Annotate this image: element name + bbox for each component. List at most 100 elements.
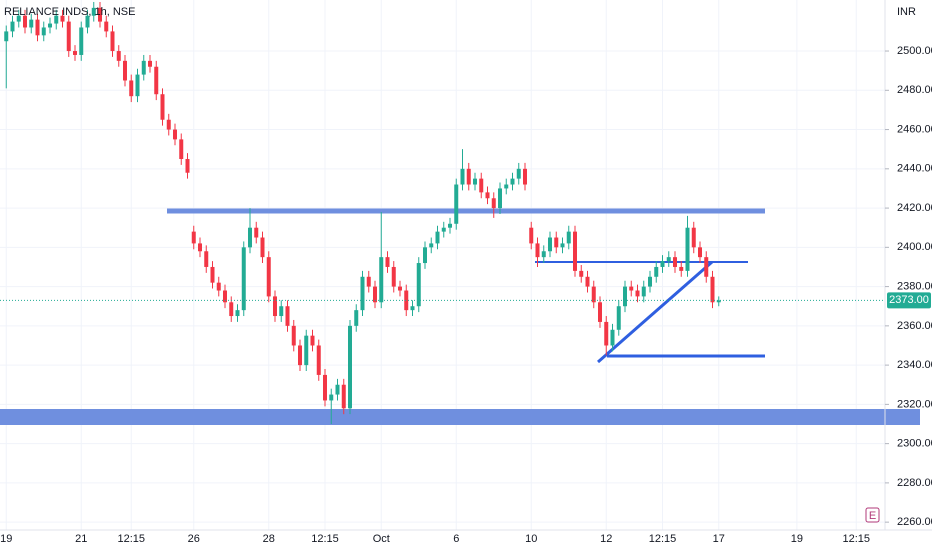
candle-body	[85, 15, 90, 28]
candle-body	[4, 31, 9, 42]
candle-body	[710, 276, 715, 303]
candle-body	[229, 302, 234, 317]
events-icon[interactable]	[865, 507, 880, 523]
candle-body	[110, 31, 115, 52]
x-tick-label: 10	[525, 533, 537, 545]
candle-body	[466, 168, 471, 185]
x-tick-label: 12:15	[117, 533, 145, 545]
candle-body	[410, 306, 415, 311]
candle-body	[260, 237, 265, 258]
candle-body	[241, 247, 246, 311]
x-tick-label: 12:15	[649, 533, 677, 545]
candle-body	[41, 27, 46, 36]
candle-body	[573, 231, 577, 271]
y-tick-label: 2300.00	[897, 438, 932, 450]
candle-body	[473, 178, 477, 185]
candle-body	[323, 374, 327, 401]
candle-body	[629, 286, 634, 291]
candle-body	[360, 276, 365, 311]
y-tick-label: 2340.00	[897, 359, 932, 371]
candle-body	[698, 247, 702, 258]
candle-body	[373, 286, 377, 303]
y-tick-label: 2400.00	[897, 241, 932, 253]
last-price-box	[887, 292, 931, 309]
y-tick-label: 2500.00	[897, 45, 932, 57]
candle-body	[141, 60, 146, 75]
candle-body	[135, 74, 140, 97]
candle-body	[385, 257, 390, 267]
events-icon-glyph[interactable]: E	[869, 510, 876, 522]
candle-body	[491, 198, 496, 209]
candle-body	[504, 184, 509, 189]
candle-body	[310, 335, 315, 346]
candle-body	[579, 270, 584, 277]
candle-body	[23, 15, 27, 28]
x-tick-label: 17	[713, 533, 725, 545]
candle-body	[73, 51, 77, 55]
candle-body	[291, 325, 296, 346]
candle-body	[716, 300, 721, 303]
axes: 2260.00 2280.00 2300.00 2320.00 2340.00 2360.…	[0, 45, 932, 545]
candle-body	[616, 306, 621, 330]
candle-body	[285, 306, 290, 326]
candle-body	[541, 251, 546, 258]
candle-body	[654, 266, 659, 277]
drawings	[0, 208, 920, 425]
candle-body	[10, 21, 15, 32]
candle-body	[304, 335, 309, 366]
candle-body	[516, 168, 521, 179]
y-tick-label: 2320.00	[897, 398, 932, 410]
y-unit: INR	[897, 6, 916, 18]
candle-body	[16, 15, 21, 22]
candle-body	[116, 51, 121, 61]
candle-body	[679, 266, 684, 271]
candle-body	[154, 66, 159, 95]
candle-body	[66, 21, 71, 52]
candle-body	[173, 129, 177, 140]
x-tick-label: 19	[791, 533, 803, 545]
candle-body	[479, 178, 484, 193]
candle-body	[216, 282, 221, 291]
candle-body	[60, 15, 65, 22]
candle-body	[560, 243, 565, 248]
candle-body	[591, 286, 596, 303]
candle-body	[148, 60, 152, 67]
candle-body	[316, 345, 321, 375]
candle-body	[454, 184, 459, 224]
candle-body	[348, 325, 352, 409]
candle-body	[685, 227, 690, 271]
candle-body	[379, 257, 384, 303]
candle-body	[460, 168, 465, 185]
candle-body	[129, 80, 134, 97]
candle-body	[335, 384, 340, 395]
x-tick-label: 12:15	[311, 533, 339, 545]
candle-body	[248, 227, 252, 248]
candle-body	[235, 310, 240, 317]
candle-body	[341, 384, 346, 409]
candle-body	[691, 227, 696, 248]
candle-body	[54, 15, 59, 24]
y-tick-label: 2360.00	[897, 320, 932, 332]
candle-body	[279, 306, 284, 317]
candle-body	[273, 296, 277, 317]
candle-body	[535, 243, 540, 258]
candle-body	[485, 192, 490, 199]
x-tick-label: 6	[453, 533, 459, 545]
candle-body	[48, 23, 52, 28]
candle-body	[585, 276, 590, 287]
candle-body	[566, 231, 571, 244]
candle-body	[35, 19, 40, 36]
candle-body	[166, 119, 171, 130]
candle-body	[104, 21, 109, 32]
y-tick-label: 2420.00	[897, 202, 932, 214]
candles	[0, 1, 885, 424]
candle-body	[29, 19, 34, 28]
candle-body	[529, 227, 534, 244]
candle-body	[435, 231, 440, 244]
candle-body	[416, 263, 421, 307]
trend-line	[597, 260, 713, 364]
candle-body	[635, 290, 640, 297]
candle-body	[179, 139, 184, 159]
candle-body	[398, 286, 402, 291]
